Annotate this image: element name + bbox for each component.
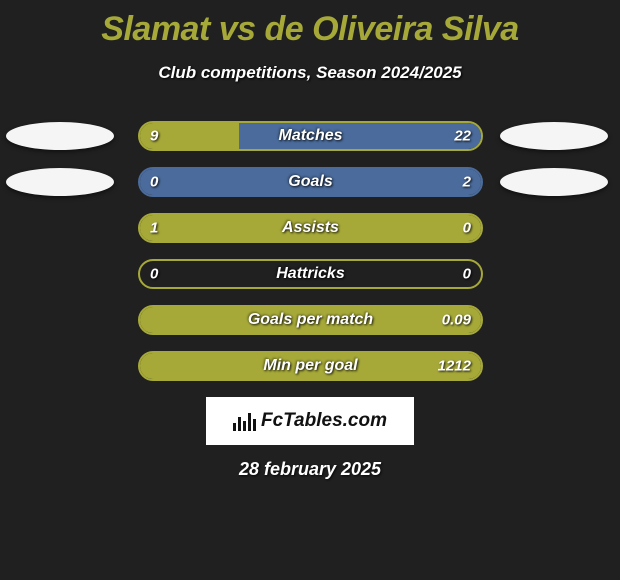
- bar-fill-left: [140, 215, 481, 241]
- player1-marker: [6, 122, 114, 150]
- bar-track: 0 0Hattricks: [138, 259, 483, 289]
- bar-fill-right: [140, 353, 481, 379]
- bar-fill-right: [239, 123, 481, 149]
- bar-track: 0.09Goals per match: [138, 305, 483, 335]
- logo-text: FcTables.com: [261, 410, 387, 432]
- bar-fill-right: [140, 307, 481, 333]
- bar-track: 02Goals: [138, 167, 483, 197]
- value-left: 0: [150, 266, 158, 283]
- bar-track: 1212Min per goal: [138, 351, 483, 381]
- player2-marker: [500, 168, 608, 196]
- subtitle: Club competitions, Season 2024/2025: [0, 63, 620, 83]
- logo-box: FcTables.com: [206, 397, 414, 445]
- page-title: Slamat vs de Oliveira Silva: [0, 0, 620, 49]
- stat-row: 1212Min per goal: [0, 351, 620, 381]
- bar-fill-left: [140, 123, 239, 149]
- value-right: 0: [463, 266, 471, 283]
- date-label: 28 february 2025: [0, 459, 620, 480]
- player2-marker: [500, 122, 608, 150]
- comparison-chart: 922Matches 02Goals 10Assists 0 0Hattricks 0.0…: [0, 121, 620, 381]
- logo-bars-icon: [233, 411, 256, 431]
- stat-row: 0.09Goals per match: [0, 305, 620, 335]
- stat-row: 10Assists: [0, 213, 620, 243]
- stat-row: 922Matches: [0, 121, 620, 151]
- logo: FcTables.com: [233, 410, 387, 432]
- stat-row: 0 0Hattricks: [0, 259, 620, 289]
- stat-row: 02Goals: [0, 167, 620, 197]
- bar-label: Hattricks: [140, 265, 481, 283]
- bar-fill-right: [140, 169, 481, 195]
- bar-track: 10Assists: [138, 213, 483, 243]
- bar-track: 922Matches: [138, 121, 483, 151]
- player1-marker: [6, 168, 114, 196]
